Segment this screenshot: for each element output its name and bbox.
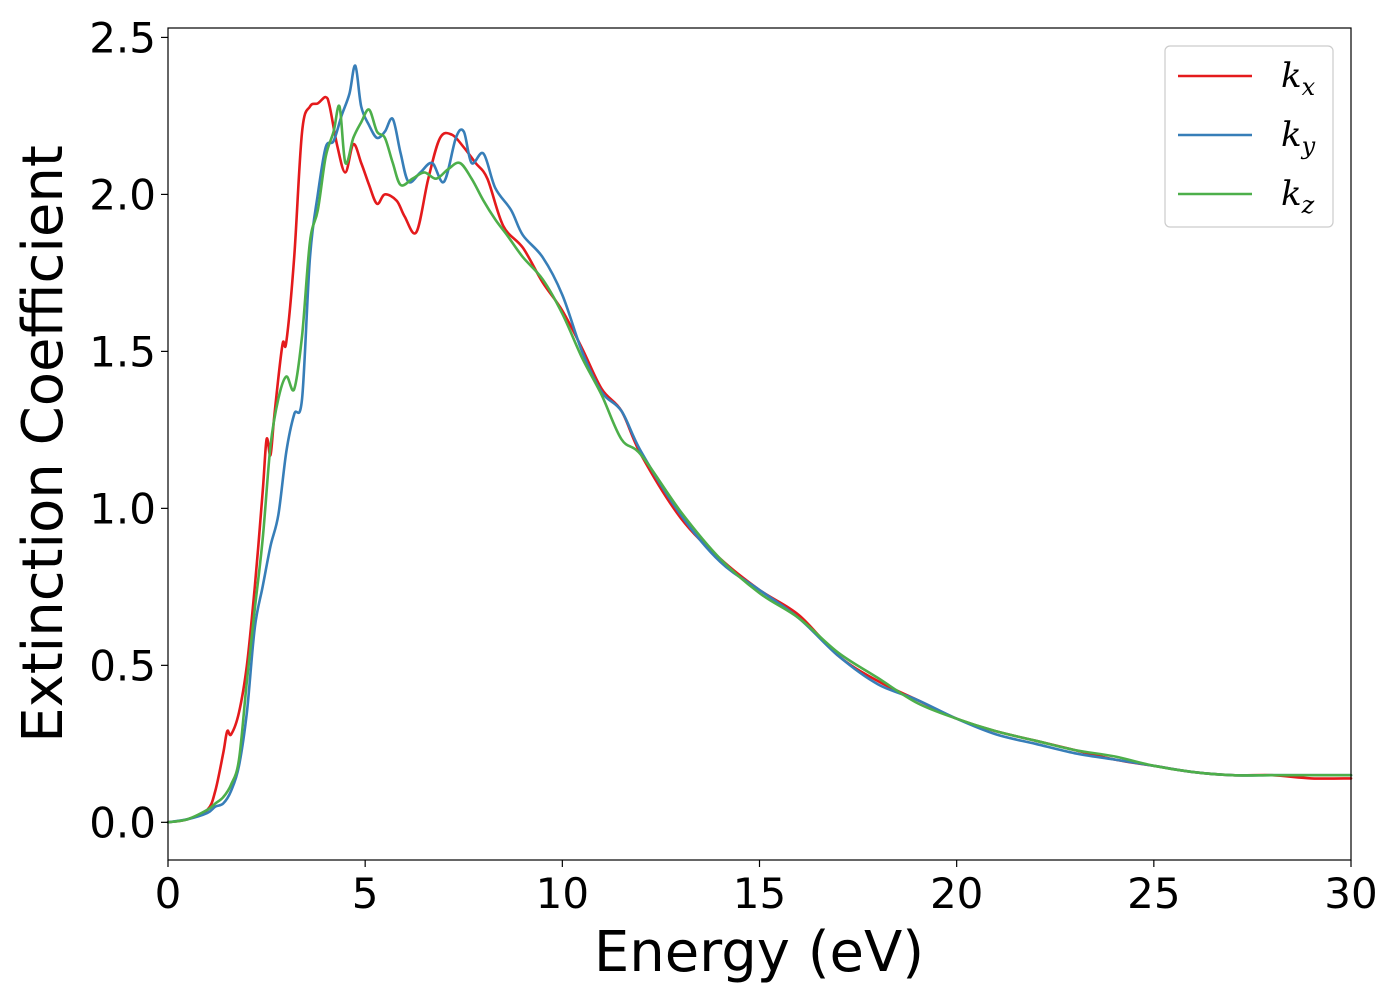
series-line-kz (166, 104, 1353, 824)
y-axis-ticks: 0.0 0.5 1.0 1.5 2.0 2.5 (89, 13, 168, 847)
series-lines (166, 64, 1353, 824)
x-tick-label: 25 (1127, 869, 1180, 918)
y-tick-label: 0.0 (89, 798, 156, 847)
x-tick-label: 20 (930, 869, 983, 918)
x-tick-label: 10 (536, 869, 589, 918)
x-tick-label: 30 (1324, 869, 1377, 918)
legend-box (1164, 45, 1334, 228)
y-axis-title: Extinction Coefficient (11, 145, 76, 743)
x-tick-label: 0 (155, 869, 182, 918)
y-tick-label: 1.5 (89, 327, 156, 376)
x-tick-label: 15 (733, 869, 786, 918)
x-axis-ticks: 0 5 10 15 20 25 30 (155, 860, 1378, 918)
y-tick-label: 2.0 (89, 170, 156, 219)
y-tick-label: 2.5 (89, 13, 156, 62)
series-line-ky (166, 64, 1353, 824)
x-axis-title: Energy (eV) (594, 920, 924, 985)
y-tick-label: 0.5 (89, 641, 156, 690)
y-tick-label: 1.0 (89, 484, 156, 533)
x-tick-label: 5 (352, 869, 379, 918)
